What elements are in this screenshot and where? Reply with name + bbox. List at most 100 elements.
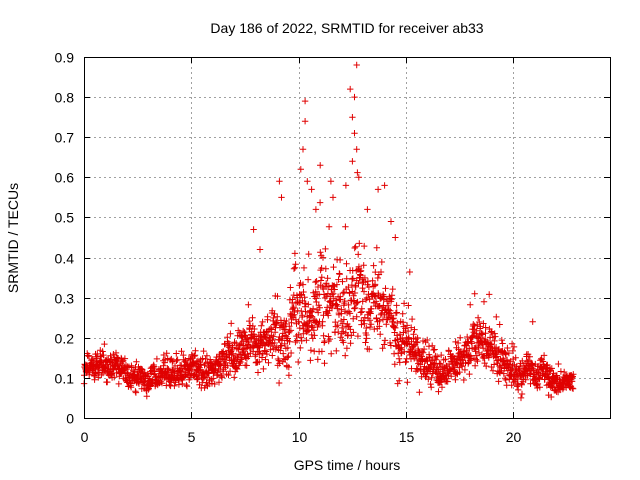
data-point xyxy=(509,347,516,355)
data-point xyxy=(157,378,165,385)
data-point xyxy=(314,356,321,363)
data-point xyxy=(327,178,335,185)
data-point xyxy=(483,362,490,370)
data-point xyxy=(360,288,368,295)
data-point xyxy=(251,325,258,333)
data-point xyxy=(400,300,408,307)
data-point xyxy=(339,278,346,285)
data-point xyxy=(286,323,293,330)
data-point xyxy=(555,360,562,368)
data-point xyxy=(281,340,288,348)
y-tick-label: 0.3 xyxy=(55,291,75,307)
data-point xyxy=(337,334,344,341)
data-point xyxy=(381,337,389,344)
data-point xyxy=(480,320,487,327)
data-point xyxy=(220,348,227,355)
data-point xyxy=(368,305,375,312)
data-point xyxy=(351,289,359,297)
data-point xyxy=(354,169,361,176)
data-point xyxy=(197,361,205,368)
data-point xyxy=(299,312,306,319)
data-point xyxy=(316,199,324,206)
data-point xyxy=(480,345,487,352)
data-point xyxy=(318,348,326,355)
data-point xyxy=(366,346,373,353)
data-point xyxy=(208,380,216,387)
data-point xyxy=(280,350,287,357)
data-point xyxy=(429,342,436,349)
data-point xyxy=(393,309,400,316)
data-point xyxy=(312,278,319,286)
data-point xyxy=(515,386,522,394)
data-point xyxy=(285,363,292,371)
data-point xyxy=(299,281,307,288)
data-point xyxy=(231,374,238,381)
data-point xyxy=(254,369,262,376)
data-point xyxy=(540,352,548,359)
data-point xyxy=(472,356,480,363)
data-point xyxy=(284,344,291,352)
data-point xyxy=(203,374,211,381)
data-point xyxy=(445,348,453,355)
data-point xyxy=(536,384,543,391)
data-point xyxy=(493,353,501,360)
data-point xyxy=(411,326,418,333)
data-point xyxy=(336,256,344,264)
data-point xyxy=(353,313,360,320)
data-point xyxy=(286,338,293,345)
data-point xyxy=(104,378,111,386)
data-point xyxy=(262,356,269,363)
data-point xyxy=(282,320,289,328)
data-point xyxy=(295,358,302,366)
data-point xyxy=(328,350,335,357)
data-point xyxy=(340,339,347,346)
data-point xyxy=(376,323,383,330)
data-point xyxy=(370,262,377,269)
data-point xyxy=(343,275,350,282)
y-tick-label: 0.2 xyxy=(55,331,75,347)
data-point xyxy=(493,313,500,321)
data-point xyxy=(544,361,551,369)
data-point xyxy=(548,393,555,401)
data-point xyxy=(304,327,311,335)
data-point xyxy=(518,390,526,398)
data-point xyxy=(361,314,368,321)
data-point xyxy=(438,351,445,359)
data-point xyxy=(178,362,185,369)
data-point xyxy=(420,349,427,356)
data-point xyxy=(307,347,315,354)
data-point xyxy=(438,376,445,384)
data-point xyxy=(259,318,266,326)
data-point xyxy=(164,365,171,372)
data-point xyxy=(461,366,469,374)
data-point xyxy=(438,384,446,391)
data-point xyxy=(354,298,361,306)
data-point xyxy=(406,268,413,276)
data-point xyxy=(325,223,333,230)
data-point xyxy=(317,162,324,169)
y-axis-label: SRMTID / TECUs xyxy=(5,183,21,293)
data-point xyxy=(424,336,431,344)
data-point xyxy=(343,260,350,267)
data-point xyxy=(115,380,122,388)
data-point xyxy=(355,174,362,181)
data-point xyxy=(361,242,368,250)
data-point xyxy=(360,262,367,269)
data-point xyxy=(460,376,467,384)
data-point xyxy=(384,302,392,309)
data-point xyxy=(394,336,401,343)
data-point xyxy=(249,314,256,321)
data-point xyxy=(214,371,222,378)
data-point xyxy=(123,364,130,371)
data-point xyxy=(275,379,283,387)
data-point xyxy=(390,315,397,322)
data-point xyxy=(471,322,478,329)
data-point xyxy=(151,370,159,377)
data-point xyxy=(287,349,295,357)
data-point xyxy=(433,356,440,363)
data-point xyxy=(462,359,469,367)
data-point xyxy=(389,285,396,293)
data-point xyxy=(340,316,348,323)
data-point xyxy=(307,357,314,364)
data-point xyxy=(404,327,412,335)
